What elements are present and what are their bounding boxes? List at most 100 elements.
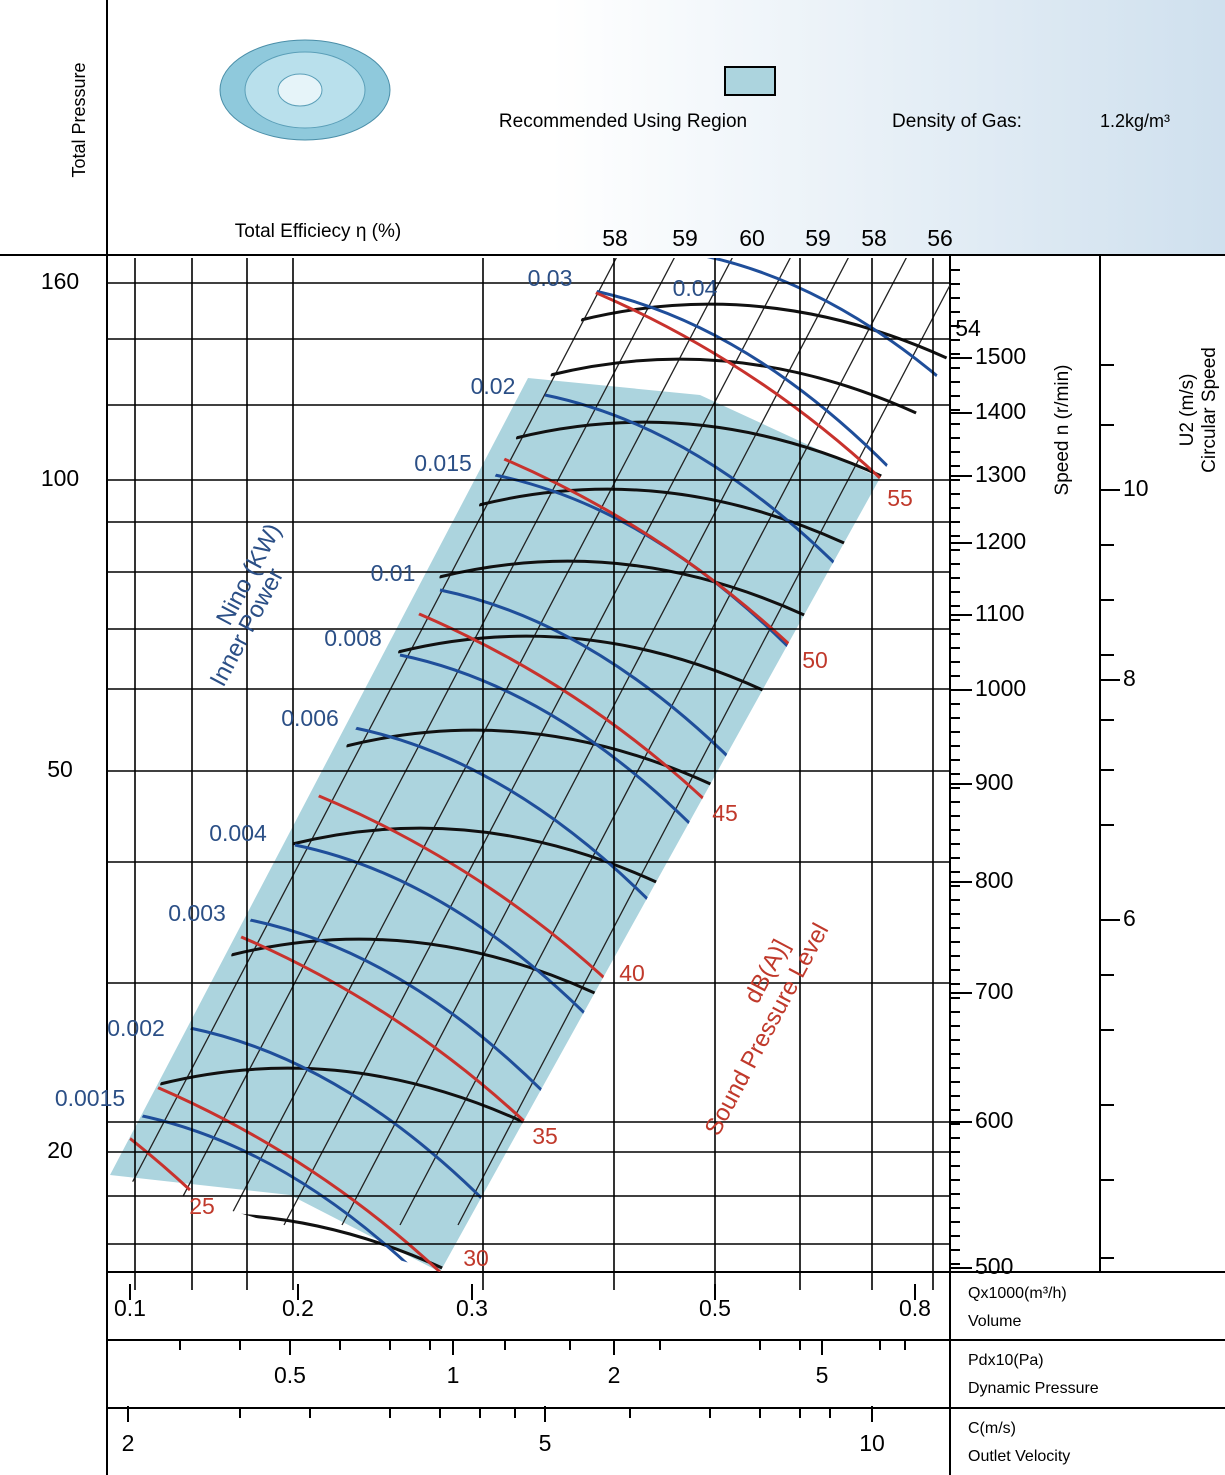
efficiency-tick-label: 60 xyxy=(739,225,765,251)
dynamic-title: Dynamic Pressure xyxy=(968,1380,1099,1397)
efficiency-tick-label: 58 xyxy=(861,225,887,251)
y-tick-label: 50 xyxy=(47,756,73,782)
volume-tick-label: 0.1 xyxy=(114,1295,146,1321)
volume-tick-label: 0.5 xyxy=(699,1295,731,1321)
sound-label: 30 xyxy=(463,1245,489,1271)
circular-tick-label: 10 xyxy=(1123,475,1149,501)
speed-curve xyxy=(550,357,917,415)
volume-title: Qx1000(m³/h) xyxy=(968,1285,1067,1302)
power-curve xyxy=(354,726,687,940)
speed-title: Speed n (r/min) xyxy=(1052,365,1073,496)
power-label: 0.0015 xyxy=(55,1085,125,1111)
power-curve xyxy=(137,1113,470,1272)
circular-title: U2 (m/s) xyxy=(1177,374,1198,447)
power-curve xyxy=(249,918,582,1132)
legend-label: Recommended Using Region xyxy=(499,111,747,132)
efficiency-label: Total Efficiecy η (%) xyxy=(235,221,401,242)
speed-curve xyxy=(230,937,596,995)
sound-curve xyxy=(384,598,707,802)
sound-label: 45 xyxy=(712,800,738,826)
speed-curve xyxy=(159,1066,524,1124)
sound-label: 55 xyxy=(887,485,913,511)
dynamic-tick-label: 2 xyxy=(608,1362,621,1388)
speed-curve xyxy=(478,487,845,545)
speed-curve xyxy=(515,420,882,478)
power-curve xyxy=(589,288,922,502)
speed-tick-label: 1200 xyxy=(975,528,1026,554)
efficiency-tick-label: 58 xyxy=(602,225,628,251)
volume-title: Volume xyxy=(968,1313,1021,1330)
curve-grid xyxy=(110,258,950,1272)
sound-label: 25 xyxy=(189,1193,215,1219)
efficiency-line xyxy=(863,258,950,1226)
y-tick-label: 160 xyxy=(41,268,79,294)
circular-tick-label: 8 xyxy=(1123,665,1136,691)
volume-tick-label: 0.8 xyxy=(899,1295,931,1321)
recommended-region xyxy=(110,378,880,1272)
velocity-tick-label: 2 xyxy=(122,1430,135,1456)
velocity-tick-label: 5 xyxy=(539,1430,552,1456)
speed-tick-label: 1400 xyxy=(975,398,1026,424)
dynamic-tick-label: 5 xyxy=(816,1362,829,1388)
velocity-title: Outlet Velocity xyxy=(968,1448,1070,1465)
dynamic-tick-label: 1 xyxy=(447,1362,460,1388)
sound-curve xyxy=(110,988,192,1192)
efficiency-tick-label: 59 xyxy=(672,225,698,251)
sound-curve xyxy=(204,920,527,1124)
sound-label: 35 xyxy=(532,1123,558,1149)
power-label: 0.003 xyxy=(168,900,226,926)
power-curve xyxy=(699,258,950,467)
speed-tick-label: 1000 xyxy=(975,675,1026,701)
efficiency-tick-label: 59 xyxy=(805,225,831,251)
header-bg xyxy=(0,0,1225,255)
speed-curve xyxy=(397,634,764,692)
y-tick-label: 100 xyxy=(41,465,79,491)
speed-tick-label: 800 xyxy=(975,867,1013,893)
speed-tick-label: 1100 xyxy=(975,600,1024,626)
speed-tick-label: 600 xyxy=(975,1107,1013,1133)
sound-curve xyxy=(559,276,882,480)
power-label: 0.006 xyxy=(281,705,339,731)
power-curve xyxy=(544,393,877,607)
speed-tick-label: 900 xyxy=(975,769,1013,795)
sound-label: 50 xyxy=(802,647,828,673)
power-label: 0.03 xyxy=(528,265,573,291)
density-value: 1.2kg/m³ xyxy=(1100,111,1170,131)
density-label: Density of Gas: xyxy=(892,111,1022,132)
efficiency-tick-label: 56 xyxy=(927,225,953,251)
efficiency-tick-label: 54 xyxy=(955,315,981,341)
sound-curve xyxy=(119,1070,442,1272)
volume-tick-label: 0.3 xyxy=(456,1295,488,1321)
power-label: 0.002 xyxy=(107,1015,165,1041)
power-label: 0.004 xyxy=(209,820,267,846)
speed-tick-label: 1500 xyxy=(975,343,1026,369)
power-label: 0.01 xyxy=(371,560,416,586)
sound-label: 40 xyxy=(619,960,645,986)
efficiency-line xyxy=(399,258,936,1226)
power-label: 0.02 xyxy=(471,373,516,399)
efficiency-line xyxy=(341,258,878,1226)
y-tick-label: 20 xyxy=(47,1137,73,1163)
speed-tick-label: 1300 xyxy=(975,461,1026,487)
legend-swatch xyxy=(724,66,776,96)
fan-icon xyxy=(219,39,391,141)
speed-tick-label: 500 xyxy=(975,1253,1013,1279)
power-label: 0.008 xyxy=(324,625,382,651)
volume-tick-label: 0.2 xyxy=(282,1295,314,1321)
speed-tick-label: 700 xyxy=(975,978,1013,1004)
dynamic-title: Pdx10(Pa) xyxy=(968,1352,1044,1369)
speed-curve xyxy=(438,559,805,617)
dynamic-tick-label: 0.5 xyxy=(274,1362,306,1388)
power-curve xyxy=(189,1026,522,1240)
sound-curve xyxy=(291,783,614,987)
circular-title: Circular Speed xyxy=(1199,347,1220,473)
sound-curve xyxy=(469,443,792,647)
velocity-title: C(m/s) xyxy=(968,1420,1016,1437)
efficiency-line xyxy=(225,258,762,1226)
circular-tick-label: 6 xyxy=(1123,905,1136,931)
efficiency-line xyxy=(921,258,950,1226)
efficiency-line xyxy=(457,258,950,1226)
power-label: 0.015 xyxy=(414,450,472,476)
